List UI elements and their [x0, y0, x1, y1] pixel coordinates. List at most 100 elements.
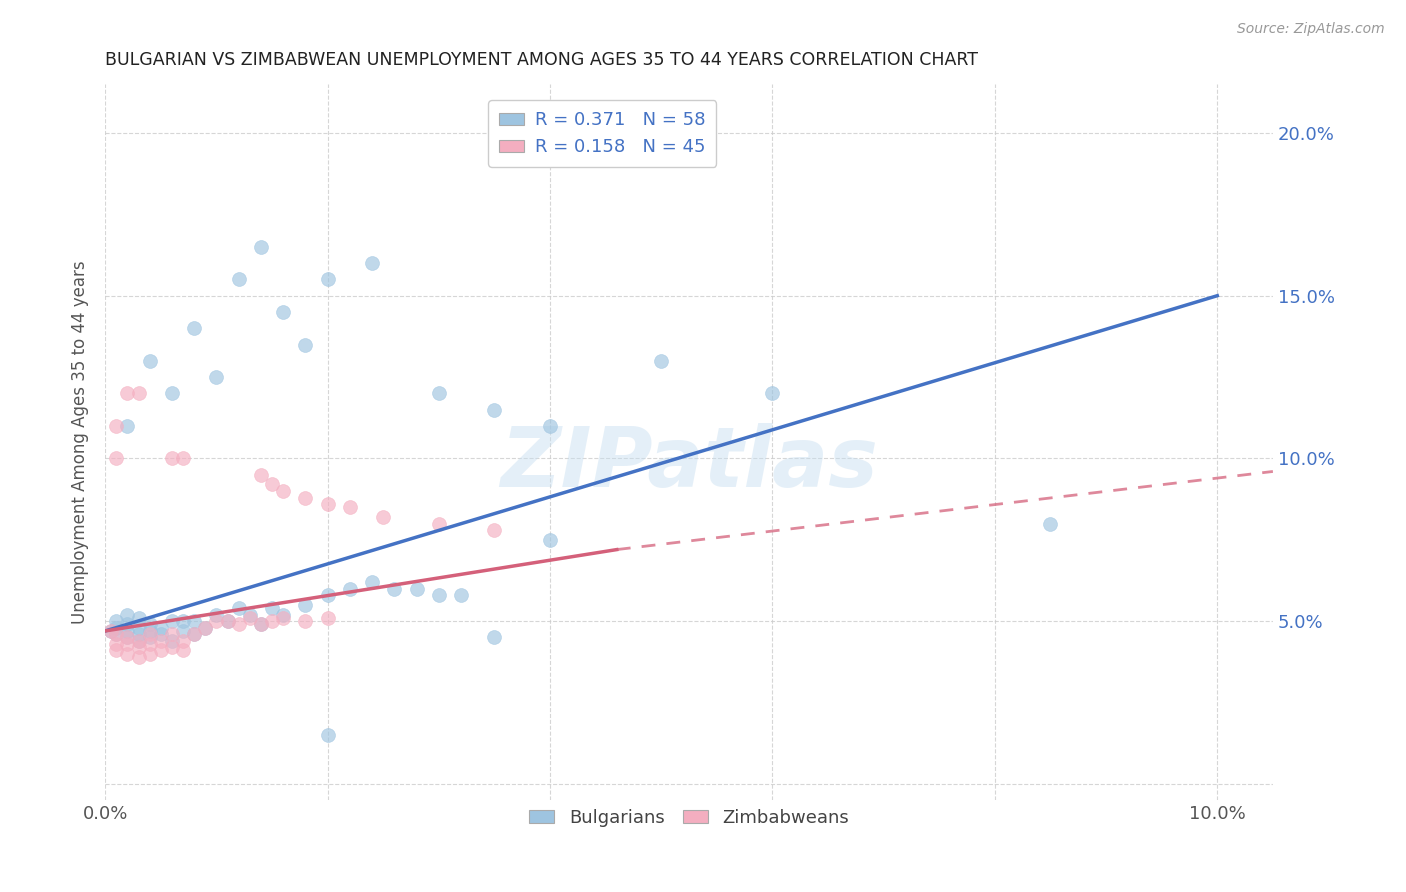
Point — [194, 621, 217, 635]
Point — [172, 451, 194, 466]
Point — [100, 624, 122, 638]
Legend: Bulgarians, Zimbabweans: Bulgarians, Zimbabweans — [522, 802, 856, 834]
Point — [105, 627, 128, 641]
Text: BULGARIAN VS ZIMBABWEAN UNEMPLOYMENT AMONG AGES 35 TO 44 YEARS CORRELATION CHART: BULGARIAN VS ZIMBABWEAN UNEMPLOYMENT AMO… — [105, 51, 979, 69]
Point — [105, 621, 128, 635]
Text: ZIPatlas: ZIPatlas — [501, 423, 877, 504]
Point — [117, 637, 139, 651]
Point — [117, 607, 139, 622]
Point — [128, 621, 150, 635]
Point — [650, 353, 672, 368]
Point — [149, 621, 172, 635]
Point — [405, 582, 427, 596]
Y-axis label: Unemployment Among Ages 35 to 44 years: Unemployment Among Ages 35 to 44 years — [72, 260, 89, 624]
Point — [160, 451, 183, 466]
Point — [316, 728, 339, 742]
Point — [205, 607, 228, 622]
Point — [260, 614, 283, 628]
Point — [138, 631, 160, 645]
Point — [138, 627, 160, 641]
Point — [117, 631, 139, 645]
Point — [538, 533, 561, 547]
Point — [250, 240, 273, 254]
Point — [316, 588, 339, 602]
Point — [105, 614, 128, 628]
Point — [117, 418, 139, 433]
Point — [105, 451, 128, 466]
Point — [361, 575, 384, 590]
Point — [160, 640, 183, 655]
Point — [138, 637, 160, 651]
Point — [250, 467, 273, 482]
Point — [484, 631, 506, 645]
Point — [172, 643, 194, 657]
Point — [138, 617, 160, 632]
Point — [294, 491, 316, 505]
Point — [105, 637, 128, 651]
Point — [105, 418, 128, 433]
Point — [339, 500, 361, 515]
Point — [149, 643, 172, 657]
Point — [117, 647, 139, 661]
Point — [271, 483, 294, 498]
Point — [250, 617, 273, 632]
Point — [260, 601, 283, 615]
Point — [316, 272, 339, 286]
Point — [160, 627, 183, 641]
Point — [205, 614, 228, 628]
Point — [316, 611, 339, 625]
Point — [128, 650, 150, 665]
Point — [382, 582, 405, 596]
Point — [100, 624, 122, 638]
Point — [117, 624, 139, 638]
Point — [450, 588, 472, 602]
Point — [217, 614, 239, 628]
Point — [172, 633, 194, 648]
Point — [138, 624, 160, 638]
Point — [183, 614, 205, 628]
Point — [160, 633, 183, 648]
Point — [761, 386, 783, 401]
Point — [117, 386, 139, 401]
Point — [117, 617, 139, 632]
Point — [427, 588, 450, 602]
Point — [373, 510, 395, 524]
Point — [138, 647, 160, 661]
Point — [260, 477, 283, 491]
Point — [128, 611, 150, 625]
Point — [361, 256, 384, 270]
Point — [271, 607, 294, 622]
Point — [484, 523, 506, 537]
Point — [128, 633, 150, 648]
Point — [172, 624, 194, 638]
Point — [183, 627, 205, 641]
Point — [149, 633, 172, 648]
Point — [128, 627, 150, 641]
Point — [149, 627, 172, 641]
Point — [316, 497, 339, 511]
Point — [239, 607, 262, 622]
Point — [1039, 516, 1062, 531]
Point — [128, 633, 150, 648]
Point — [228, 617, 250, 632]
Point — [117, 631, 139, 645]
Point — [538, 418, 561, 433]
Point — [294, 598, 316, 612]
Point — [160, 614, 183, 628]
Point — [128, 386, 150, 401]
Point — [294, 337, 316, 351]
Point — [250, 617, 273, 632]
Text: Source: ZipAtlas.com: Source: ZipAtlas.com — [1237, 22, 1385, 37]
Point — [294, 614, 316, 628]
Point — [427, 516, 450, 531]
Point — [172, 614, 194, 628]
Point — [205, 370, 228, 384]
Point — [271, 611, 294, 625]
Point — [228, 601, 250, 615]
Point — [217, 614, 239, 628]
Point — [271, 305, 294, 319]
Point — [194, 621, 217, 635]
Point — [105, 643, 128, 657]
Point — [339, 582, 361, 596]
Point — [160, 386, 183, 401]
